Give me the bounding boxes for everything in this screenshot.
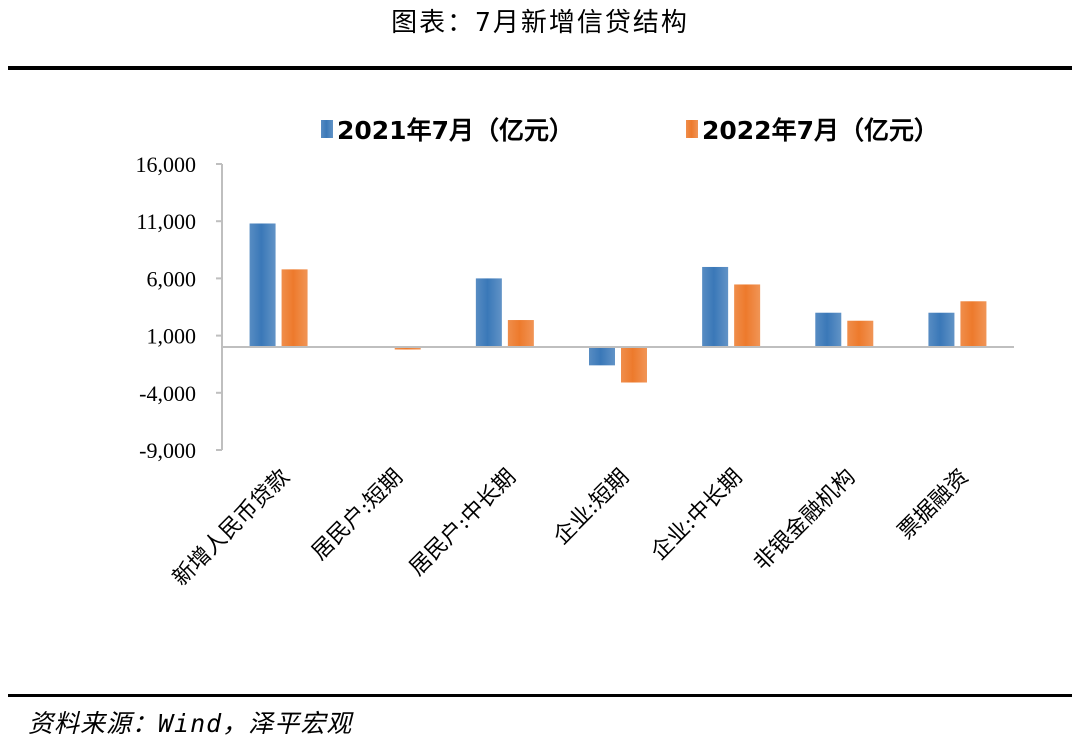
- x-category-label: 新增人民币贷款: [168, 465, 295, 592]
- bar-2022-1: [281, 269, 308, 348]
- y-tick-label: -9,000: [139, 438, 196, 463]
- x-category-label: 票据融资: [894, 465, 974, 545]
- y-tick-label: 6,000: [147, 266, 197, 291]
- bar-2022-3: [507, 320, 534, 348]
- bar-2022-4: [621, 347, 647, 383]
- bar-series: [249, 223, 987, 383]
- chart-legend: 2021年7月（亿元） 2022年7月（亿元）: [321, 116, 939, 145]
- y-tick-label: 11,000: [136, 209, 196, 234]
- bar-2021-1: [249, 223, 276, 348]
- y-tick-label: -4,000: [139, 381, 196, 406]
- x-category-label: 居民户:中长期: [405, 465, 521, 581]
- bar-2021-7: [928, 312, 955, 348]
- legend-label-1: 2021年7月（亿元）: [337, 116, 574, 145]
- x-category-label: 居民户:短期: [307, 465, 408, 566]
- bar-2021-5: [702, 266, 729, 348]
- bar-2022-6: [847, 320, 874, 348]
- bottom-rule: [8, 694, 1072, 697]
- bar-2021-3: [475, 278, 502, 348]
- bar-2022-2: [394, 347, 421, 350]
- y-tick-label: 16,000: [136, 152, 197, 177]
- bar-2021-6: [815, 312, 842, 348]
- x-category-label: 企业:中长期: [647, 465, 748, 566]
- top-rule: [8, 66, 1072, 70]
- x-category-label: 企业:短期: [549, 465, 634, 550]
- legend-swatch-2: [686, 120, 698, 138]
- bar-2022-5: [734, 284, 761, 348]
- bar-chart: 2021年7月（亿元） 2022年7月（亿元） 16,000 11,000 6,000…: [136, 116, 1014, 592]
- legend-swatch-1: [321, 120, 333, 138]
- bar-2021-4: [589, 347, 615, 366]
- bar-2022-7: [960, 301, 987, 348]
- legend-label-2: 2022年7月（亿元）: [702, 116, 939, 145]
- figure-title: 图表：7月新增信贷结构: [391, 8, 689, 38]
- y-axis: 16,000 11,000 6,000 1,000 -4,000 -9,000: [136, 152, 223, 463]
- source-note: 资料来源：Wind，泽平宏观: [28, 709, 353, 738]
- y-tick-label: 1,000: [147, 324, 197, 349]
- x-category-label: 非银金融机构: [750, 465, 861, 576]
